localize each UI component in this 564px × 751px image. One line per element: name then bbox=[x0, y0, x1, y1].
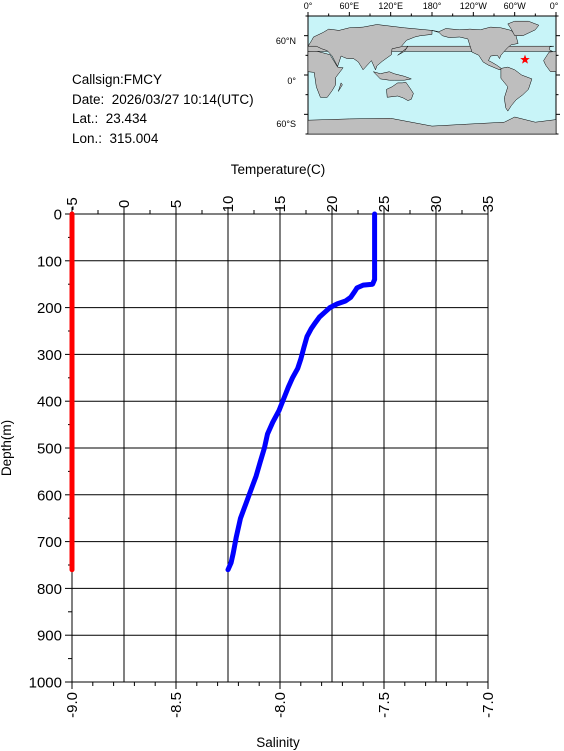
depth-tick-label: 0 bbox=[54, 207, 62, 224]
callsign-text: Callsign:FMCY bbox=[72, 72, 163, 87]
depth-tick-label: 800 bbox=[37, 581, 62, 598]
map-lon-label: 0° bbox=[304, 1, 313, 11]
depth-tick-labels: 0 100 200 300 400 500 600 700 800 900 10… bbox=[29, 207, 62, 692]
depth-tick-label: 600 bbox=[37, 487, 62, 504]
landmass bbox=[431, 26, 519, 71]
map-lon-label: 0° bbox=[550, 1, 559, 11]
map-ticks bbox=[304, 12, 560, 135]
landmass bbox=[338, 82, 343, 92]
salinity-ticks bbox=[71, 682, 489, 689]
temperature-tick-label: -5 bbox=[64, 197, 81, 210]
map-lat-label: 0° bbox=[287, 76, 296, 86]
star-icon bbox=[520, 54, 530, 64]
salinity-tick-label: -8.0 bbox=[272, 692, 289, 718]
depth-tick-label: 900 bbox=[37, 628, 62, 645]
map-lat-label: 60°N bbox=[276, 36, 296, 46]
landmass bbox=[307, 50, 344, 98]
map-lon-label: 60°E bbox=[339, 1, 359, 11]
salinity-tick-labels: -9.0 -8.5 -8.0 -7.5 -7.0 bbox=[64, 692, 497, 718]
landmass bbox=[307, 116, 557, 135]
lon-text: Lon.: 315.004 bbox=[72, 130, 159, 146]
landmass bbox=[372, 71, 413, 81]
salinity-axis-title: Salinity bbox=[256, 735, 300, 750]
temperature-series-line bbox=[225, 211, 378, 573]
map-lat-label: 60°S bbox=[276, 119, 296, 129]
temperature-tick-label: 30 bbox=[428, 196, 445, 213]
salinity-tick-label: -7.0 bbox=[480, 692, 497, 718]
map-lon-label: 60°W bbox=[504, 1, 527, 11]
salinity-tick-label: -7.5 bbox=[376, 692, 393, 718]
temperature-ticks bbox=[71, 207, 489, 214]
depth-tick-label: 400 bbox=[37, 394, 62, 411]
map-lat-labels: 60°N 0° 60°S bbox=[276, 36, 297, 129]
landmass bbox=[500, 66, 533, 112]
landmass bbox=[386, 81, 414, 101]
depth-tick-label: 300 bbox=[37, 347, 62, 364]
temperature-tick-label: 20 bbox=[324, 196, 341, 213]
temperature-tick-label: 35 bbox=[480, 196, 497, 213]
metadata-block: Callsign:FMCY Date: 2026/03/27 10:14(UTC… bbox=[72, 70, 254, 148]
temperature-tick-label: 0 bbox=[116, 200, 133, 208]
temperature-tick-label: 15 bbox=[272, 196, 289, 213]
landmass bbox=[543, 51, 557, 72]
depth-tick-label: 700 bbox=[37, 534, 62, 551]
salinity-tick-label: -8.5 bbox=[168, 692, 185, 718]
map-land bbox=[307, 20, 557, 135]
depth-tick-label: 100 bbox=[37, 253, 62, 270]
map-lon-label: 120°W bbox=[460, 1, 488, 11]
temperature-tick-labels: -5 0 5 10 15 20 25 30 35 bbox=[64, 196, 497, 213]
landmass bbox=[507, 20, 540, 36]
map-lon-label: 180° bbox=[423, 1, 442, 11]
salinity-tick-label: -9.0 bbox=[64, 692, 81, 718]
chart-grid bbox=[71, 213, 489, 683]
depth-tick-label: 500 bbox=[37, 441, 62, 458]
depth-tick-label: 1000 bbox=[29, 675, 62, 692]
landmass bbox=[397, 46, 409, 56]
depth-ticks bbox=[65, 213, 72, 683]
map-lon-label: 120°E bbox=[378, 1, 403, 11]
lat-text: Lat.: 23.434 bbox=[72, 111, 148, 126]
depth-axis-title: Depth(m) bbox=[0, 420, 14, 476]
plot-frame bbox=[71, 213, 489, 683]
landmass bbox=[307, 24, 433, 71]
temperature-tick-label: 10 bbox=[220, 196, 237, 213]
depth-tick-label: 200 bbox=[37, 300, 62, 317]
date-text: Date: 2026/03/27 10:14(UTC) bbox=[72, 91, 254, 107]
temperature-tick-label: 25 bbox=[376, 196, 393, 213]
map-lon-labels: 0° 60°E 120°E 180° 120°W 60°W 0° bbox=[304, 1, 559, 11]
temperature-tick-label: 5 bbox=[168, 200, 185, 208]
world-map: 0° 60°E 120°E 180° 120°W 60°W 0° 60°N 0°… bbox=[276, 1, 560, 135]
temperature-axis-title: Temperature(C) bbox=[231, 162, 326, 177]
